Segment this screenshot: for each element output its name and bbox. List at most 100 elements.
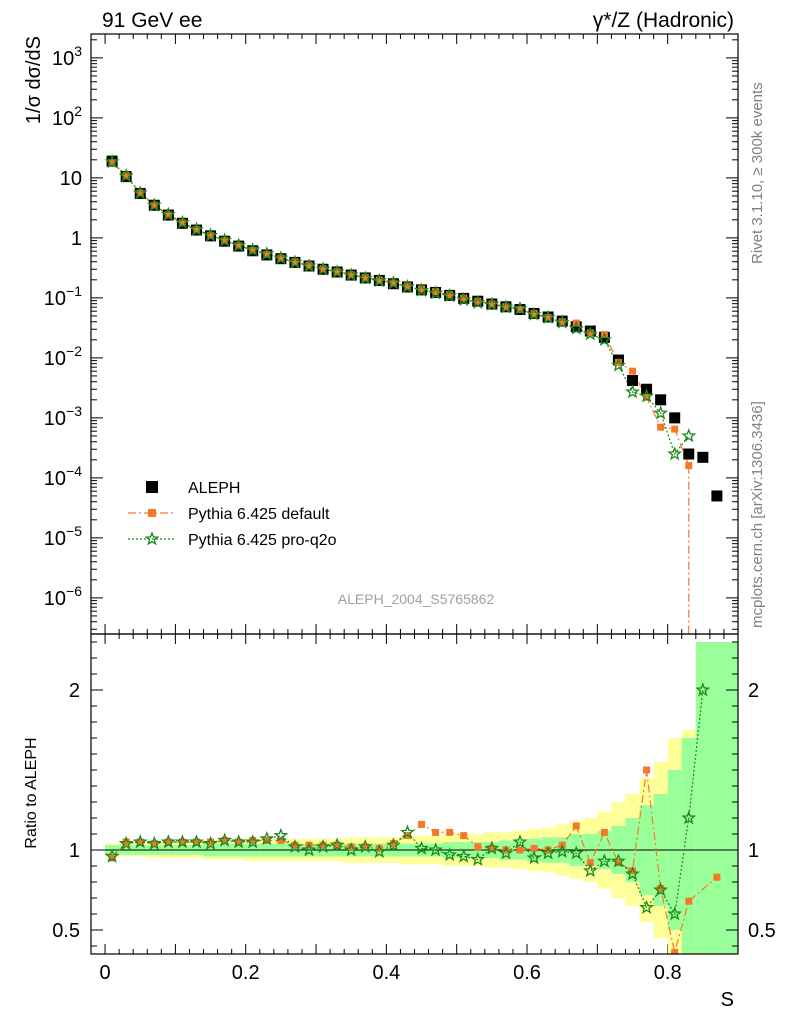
legend: ALEPH Pythia 6.425 default Pythia 6.425 pr… [128,480,337,549]
legend-label: ALEPH [188,480,240,497]
ratio-q2o-point [118,835,134,850]
y-tick-label: 10−1 [44,283,82,310]
pythia-default-point [446,291,454,299]
pythia-default-point [192,226,200,234]
y-tick-label: 103 [52,43,82,70]
pythia-default-point [530,309,538,317]
rivet-label: Rivet 3.1.10, ≥ 300k events [749,82,766,264]
pythia-q2o-point [357,270,373,285]
ratio-ylabel: Ratio to ALEPH [23,737,40,848]
ratio-q2o-point [104,848,120,863]
ratio-y-tick-label: 0.5 [52,920,80,942]
ratio-y-tick-label-right: 1 [748,840,759,862]
pythia-default-point [558,318,566,326]
pythia-default-point [488,300,496,308]
pythia-q2o-point [217,232,233,247]
pythia-default-point [657,423,665,431]
ratio-q2o-point [512,834,528,849]
y-tick-label: 10 [60,168,82,190]
ratio-default-point [319,841,327,849]
ratio-default-point [432,828,440,836]
pythia-q2o-point [470,294,486,310]
ratio-q2o-point [456,848,472,863]
ratio-q2o-point [371,843,387,858]
pythia-default-point [221,237,229,245]
pythia-default-point [249,246,257,254]
pythia-q2o-point [146,197,162,212]
pythia-q2o-point [189,221,204,236]
ratio-q2o-point [428,842,444,857]
band-inner [695,642,710,954]
ratio-q2o-point [329,837,345,852]
pythia-default-point [418,285,426,293]
pythia-q2o-point [174,214,190,229]
x-tick-label: 0.6 [513,962,541,984]
legend-marker-q2o [144,531,160,546]
pythia-q2o-point [104,153,120,169]
pythia-default-point [164,211,172,219]
pythia-q2o-point [414,282,430,297]
pythia-default-point [643,393,651,401]
ratio-q2o-point [625,866,640,881]
aleph-point [711,490,723,502]
pythia-default-point [319,265,327,273]
ratio-default-point [586,859,594,867]
header-left: 91 GeV ee [102,9,202,32]
ratio-y-tick-label-right: 0.5 [748,920,776,942]
pythia-q2o-point [428,285,444,300]
ratio-q2o-point [582,862,598,878]
pythia-q2o-point [442,288,458,303]
pythia-q2o-point [132,185,148,200]
pythia-q2o-point [639,388,655,403]
x-tick-label: 0.2 [232,962,260,984]
ratio-q2o-point [160,834,176,849]
ratio-default-point [164,838,172,846]
pythia-q2o-point [385,275,401,290]
pythia-default-point [586,329,594,337]
ratio-q2o-point [315,838,331,854]
x-tick-label: 0 [100,962,111,984]
series-line [111,162,690,466]
ratio-q2o-point [231,834,247,849]
ratio-default-point [178,838,186,846]
pythia-default-point [122,172,130,180]
pythia-default-point [516,306,524,314]
pythia-default-point [460,294,468,302]
series-line [111,161,690,456]
pythia-q2o-point [456,291,472,307]
ratio-q2o-point [357,838,373,854]
ratio-q2o-point [132,834,148,849]
ratio-q2o-point [639,899,655,914]
ratio-default-point [530,844,538,852]
y-tick-label: 10−5 [44,523,82,550]
pythia-q2o-point [301,258,317,273]
pythia-q2o-point [160,206,176,221]
ratio-default-point [235,838,243,846]
pythia-default-point [207,231,215,239]
ratio-default-point [713,873,721,881]
ratio-default-point [488,844,496,852]
ratio-default-point [600,828,608,836]
pythia-q2o-point [399,278,415,294]
pythia-default-point [291,258,299,266]
pythia-default-point [136,189,144,197]
header-right: γ*/Z (Hadronic) [593,9,734,32]
ratio-q2o-point [343,842,359,857]
pythia-q2o-point [610,357,626,372]
ratio-default-point [361,843,369,851]
pythia-q2o-point [498,299,514,314]
pythia-q2o-point [245,242,261,257]
ratio-q2o-point [399,824,415,839]
pythia-default-point [178,219,186,227]
pythia-q2o-point [582,326,598,341]
band-inner [681,738,696,954]
aleph-point [669,412,681,424]
ratio-y-tick-label: 1 [69,840,80,862]
ratio-q2o-point [667,906,683,921]
aleph-point [655,394,667,406]
legend-label: Pythia 6.425 pro-q2o [188,532,337,549]
pythia-q2o-point [315,261,331,276]
pythia-default-point [347,271,355,279]
ratio-axes: 0 0.2 0.4 0.6 0.8 0.5 0.5 1 1 2 2 [52,633,776,984]
